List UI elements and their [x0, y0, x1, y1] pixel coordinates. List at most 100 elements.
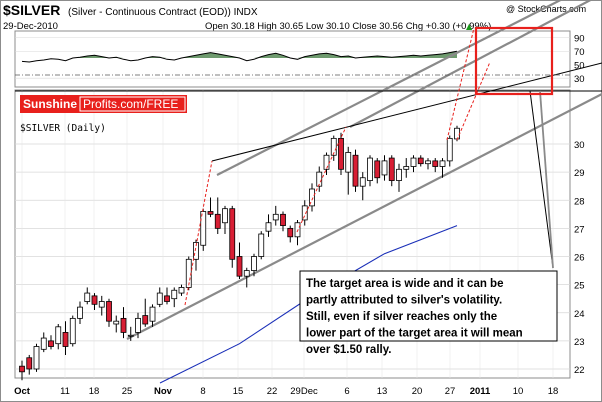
panel-label: $SILVER (Daily) — [20, 123, 106, 134]
y-tick-1: 23 — [574, 337, 585, 348]
rsi-tick-3: 30 — [574, 74, 585, 85]
candle-body-9 — [84, 292, 91, 302]
candle-body-12 — [106, 301, 112, 322]
symbol-title: $SILVER — [3, 2, 60, 18]
candle-body-39 — [301, 205, 308, 221]
symbol-description: (Silver - Continuous Contract (EOD)) IND… — [68, 7, 258, 18]
candle-body-26 — [207, 211, 214, 215]
y-tick-8: 30 — [574, 140, 585, 151]
annotation-line-4: over $1.50 rally. — [306, 344, 391, 356]
candle-body-7 — [69, 317, 76, 345]
candle-body-52 — [396, 168, 402, 181]
target-area-box — [474, 26, 554, 96]
trendline-upper-thick — [216, 0, 563, 176]
brand-badge-inner — [79, 96, 186, 112]
x-tick-7: 22 — [267, 386, 278, 397]
y-tick-2: 24 — [574, 309, 585, 320]
trendline-resistance — [211, 62, 602, 162]
candle-body-41 — [316, 171, 323, 187]
candle-body-18 — [149, 306, 156, 322]
annotation-box — [299, 270, 558, 342]
candle-body-19 — [156, 292, 163, 305]
candle-body-8 — [77, 306, 83, 319]
annotation-line-2: Still, even if silver reaches only the — [306, 311, 497, 323]
x-tick-10: 13 — [377, 386, 388, 397]
candle-body-46 — [352, 154, 359, 187]
candle-body-3 — [40, 337, 47, 350]
x-tick-1: 11 — [60, 386, 70, 397]
candle-body-29 — [229, 208, 236, 260]
candle-body-59 — [446, 137, 453, 162]
candle-body-55 — [417, 157, 424, 165]
candles — [19, 125, 460, 381]
x-tick-15: 18 — [548, 386, 559, 397]
annotation-line-3: lower part of the target area it will me… — [306, 328, 523, 340]
candle-body-10 — [91, 295, 98, 305]
candle-body-30 — [236, 256, 243, 277]
candle-body-17 — [142, 315, 149, 325]
y-tick-0: 22 — [574, 365, 585, 376]
projection-line-gray — [539, 90, 554, 269]
candle-body-35 — [272, 213, 279, 221]
annotation-line-1: partly attributed to silver's volatility… — [306, 295, 502, 307]
candle-body-0 — [19, 365, 25, 373]
candle-body-49 — [374, 160, 381, 179]
candle-body-57 — [432, 160, 439, 167]
candle-body-21 — [171, 289, 178, 300]
candle-body-5 — [55, 326, 62, 345]
price-axis: 22 23 24 25 26 27 28 29 30 — [574, 140, 585, 376]
brand-part2: Profits.com/FREE — [83, 97, 178, 111]
candle-body-13 — [113, 320, 120, 325]
x-tick-5: 8 — [200, 386, 205, 397]
candle-body-33 — [258, 233, 265, 257]
rsi-grid — [15, 37, 570, 79]
chart-date: 29-Dec-2010 — [3, 21, 58, 32]
red-dashed-3 — [446, 27, 475, 141]
rsi-tick-2: 50 — [574, 61, 585, 72]
candle-body-32 — [251, 256, 257, 271]
x-tick-8: 29Dec — [290, 386, 318, 397]
candle-body-2 — [33, 346, 40, 370]
brand-part1: Sunshine — [23, 97, 77, 111]
candle-body-54 — [410, 157, 417, 167]
candle-body-14 — [120, 317, 127, 333]
candle-body-20 — [164, 295, 170, 302]
red-dashed-1 — [184, 160, 213, 306]
x-tick-0: Oct — [14, 386, 31, 397]
candle-body-36 — [280, 213, 286, 226]
candle-body-44 — [338, 137, 344, 170]
annotation-line-0: The target area is wide and it can be — [306, 278, 503, 290]
candle-body-47 — [359, 177, 366, 187]
candle-body-45 — [345, 152, 352, 173]
x-tick-9: 6 — [344, 386, 349, 397]
x-tick-6: 15 — [233, 386, 244, 397]
y-tick-4: 26 — [574, 253, 585, 264]
trendline-lower-thick — [126, 93, 602, 340]
candle-body-1 — [26, 357, 33, 370]
annotation-text: The target area is wide and it can be par… — [306, 278, 523, 356]
y-tick-7: 29 — [574, 168, 585, 179]
rsi-axis: 90 70 50 30 — [574, 34, 585, 85]
quote-arrow: ▲ — [466, 22, 473, 31]
candle-body-50 — [381, 160, 388, 176]
candle-body-43 — [330, 137, 337, 156]
x-tick-13: 2011 — [470, 386, 491, 397]
candle-body-34 — [265, 222, 272, 232]
date-axis: Oct 11 18 25 Nov 8 15 22 29Dec 6 13 20 27 2011 10 18 — [14, 386, 558, 397]
y-tick-3: 25 — [574, 281, 585, 292]
projection-line — [529, 90, 554, 269]
candle-body-22 — [178, 287, 185, 294]
red-dashed-2 — [296, 126, 347, 233]
candle-body-31 — [243, 270, 250, 277]
candle-body-27 — [214, 213, 221, 229]
red-dashed-4 — [456, 61, 491, 141]
x-tick-14: 10 — [513, 386, 524, 397]
rsi-tick-0: 90 — [574, 34, 585, 45]
x-tick-4: Nov — [154, 386, 173, 397]
rsi-tick-1: 70 — [574, 47, 585, 58]
trendlines — [15, 0, 602, 340]
candle-body-37 — [287, 227, 294, 238]
candle-body-11 — [98, 301, 105, 308]
y-tick-6: 28 — [574, 196, 585, 207]
